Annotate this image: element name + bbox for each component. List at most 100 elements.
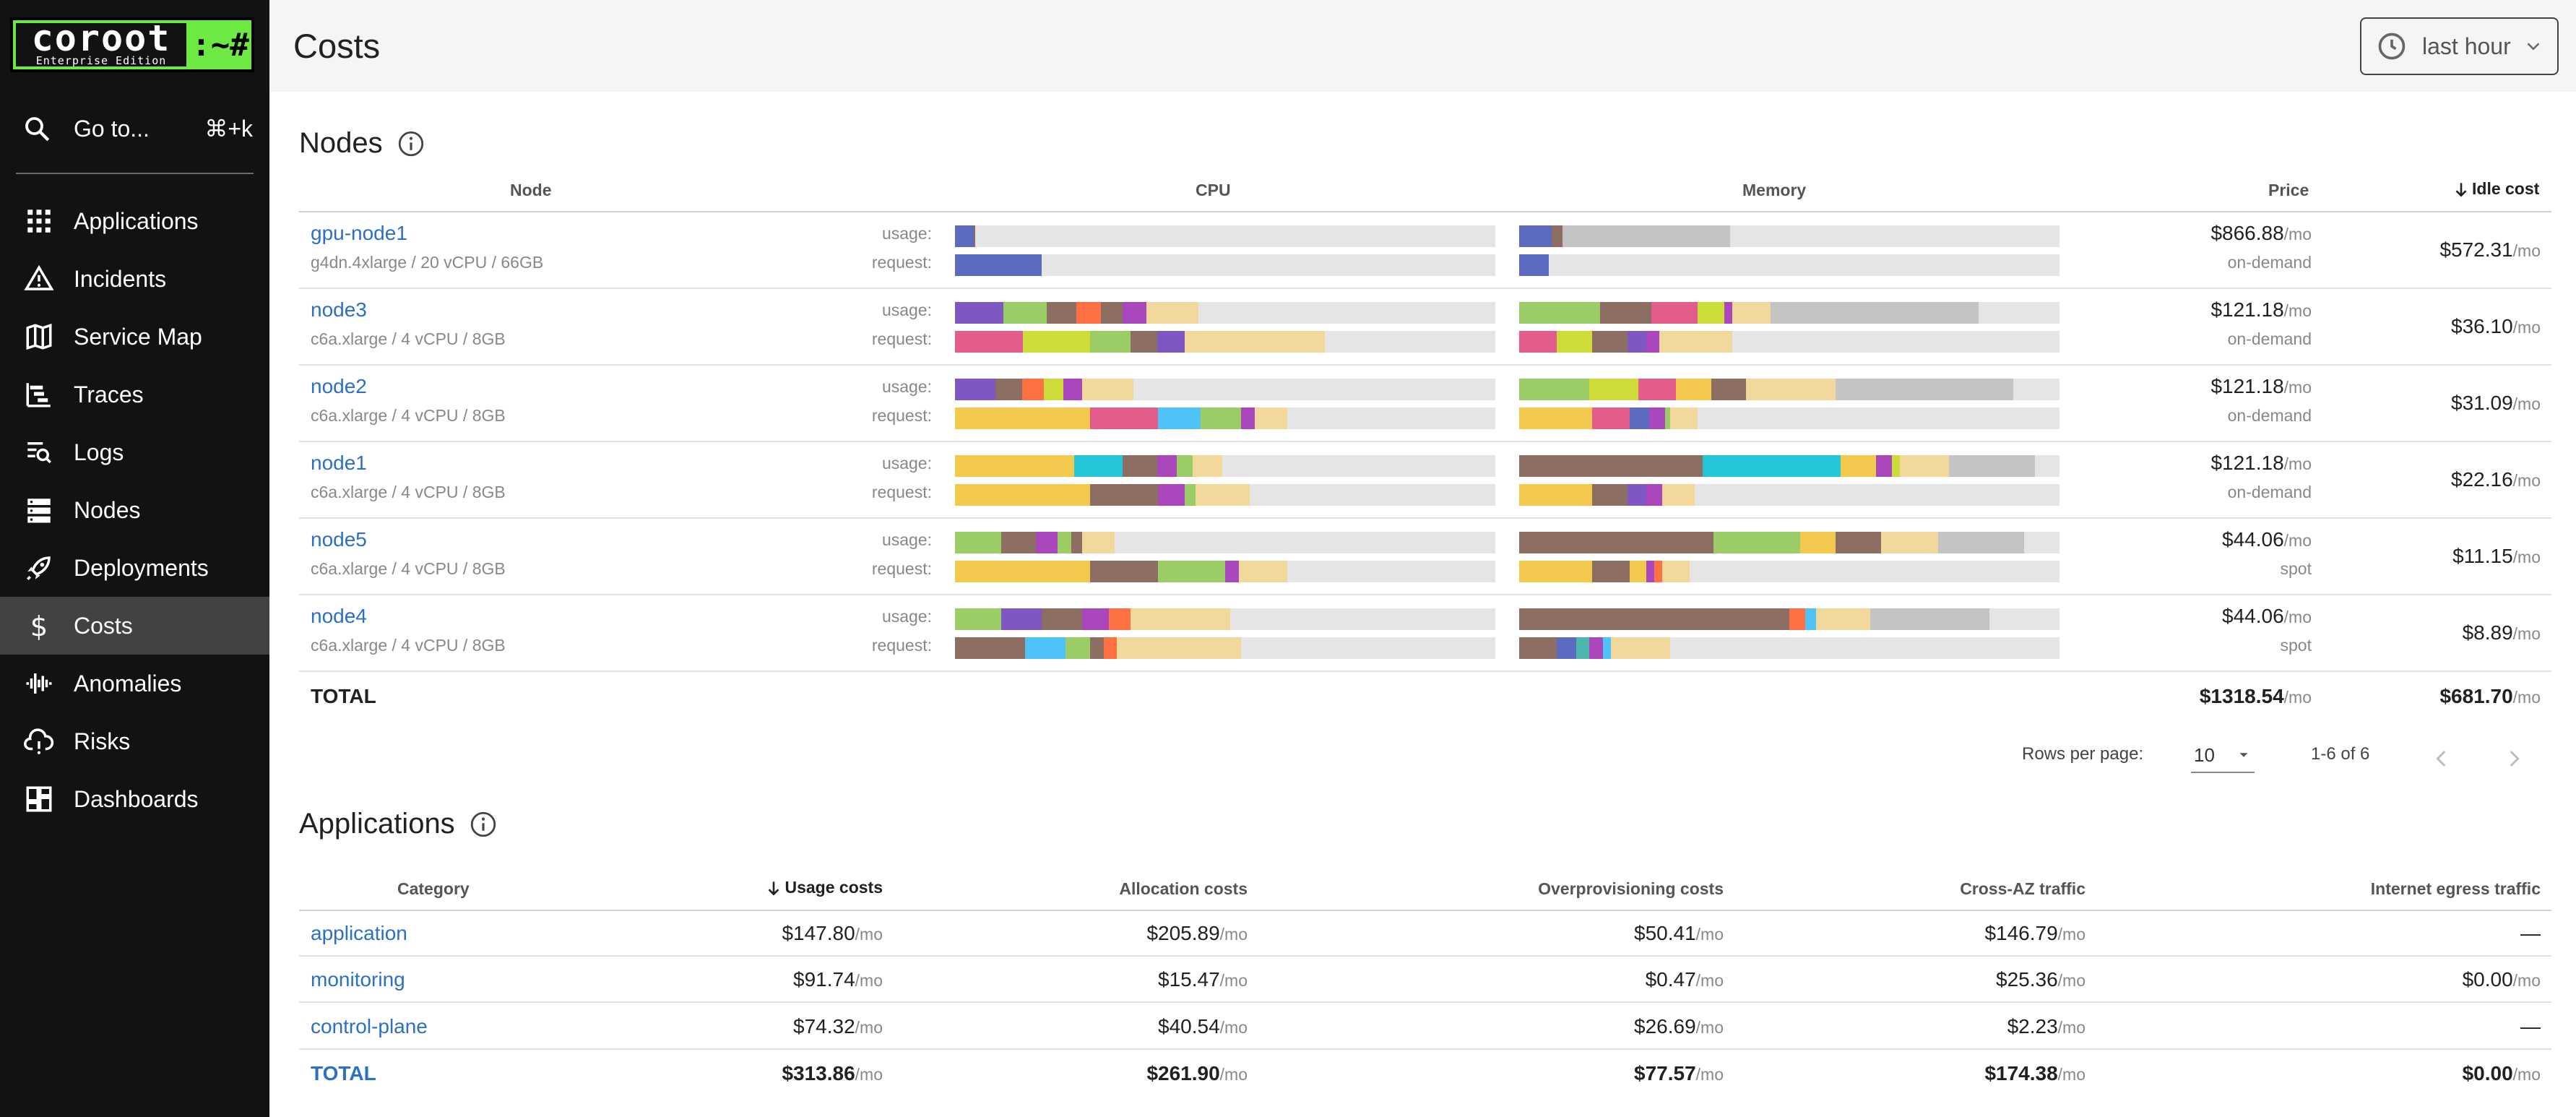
rows-per-page-value: 10 <box>2194 743 2215 766</box>
unit-label: /mo <box>2283 454 2312 473</box>
app-egress-cell: — <box>2167 922 2541 945</box>
memory-request-bar[interactable] <box>1519 637 2059 659</box>
sidebar-item-applications[interactable]: Applications <box>0 192 269 250</box>
applications-total-label[interactable]: TOTAL <box>311 1062 376 1084</box>
sidebar-item-nodes[interactable]: Nodes <box>0 481 269 539</box>
col-header-internet-egress[interactable]: Internet egress traffic <box>2370 879 2541 898</box>
node-link[interactable]: node2 <box>311 375 367 397</box>
cpu-request-bar[interactable] <box>955 637 1495 659</box>
sidebar-item-logs[interactable]: Logs <box>0 423 269 481</box>
col-header-usage-costs[interactable]: Usage costs <box>722 878 883 897</box>
col-header-idle-cost[interactable]: Idle cost <box>2452 179 2539 199</box>
cpu-usage-bar[interactable] <box>955 379 1495 400</box>
memory-usage-bar[interactable] <box>1519 225 2059 247</box>
app-category-link[interactable]: application <box>311 922 407 944</box>
memory-request-bar[interactable] <box>1519 331 2059 353</box>
cpu-usage-bar[interactable] <box>955 302 1495 324</box>
usage-costs-label: Usage costs <box>785 878 883 897</box>
memory-usage-bar[interactable] <box>1519 608 2059 630</box>
sidebar-item-costs[interactable]: $ Costs <box>0 597 269 655</box>
info-icon[interactable] <box>396 129 426 159</box>
cost-value: $40.54 <box>1158 1015 1220 1038</box>
app-allocation-cell: $40.54/mo <box>939 1015 1248 1038</box>
svg-text:$: $ <box>30 611 48 641</box>
node-idle-cost: $572.31/mo <box>2252 238 2541 262</box>
app-cross_az-cell: $174.38/mo <box>1806 1062 2086 1085</box>
cpu-request-bar[interactable] <box>955 407 1495 429</box>
bar-segment <box>1602 637 1612 659</box>
app-category-link[interactable]: control-plane <box>311 1015 428 1038</box>
sidebar-item-label: Anomalies <box>74 670 182 696</box>
usage-label: usage: <box>881 301 932 319</box>
bar-segment <box>1519 407 1592 429</box>
memory-usage-bar[interactable] <box>1519 302 2059 324</box>
col-header-overprovisioning-costs[interactable]: Overprovisioning costs <box>1538 879 1724 898</box>
memory-request-bar[interactable] <box>1519 484 2059 506</box>
cloud-alert-icon <box>23 725 55 757</box>
col-header-allocation-costs[interactable]: Allocation costs <box>1119 879 1248 898</box>
prev-page-button[interactable] <box>2427 744 2456 773</box>
usage-label: usage: <box>881 454 932 473</box>
sidebar-item-risks[interactable]: Risks <box>0 712 269 770</box>
node-link[interactable]: node3 <box>311 298 367 321</box>
col-header-price[interactable]: Price <box>2268 181 2309 199</box>
memory-usage-bar[interactable] <box>1519 532 2059 553</box>
app-category-link[interactable]: monitoring <box>311 968 405 991</box>
bar-segment <box>1519 455 1703 477</box>
bar-segment <box>1000 532 1037 553</box>
time-range-button[interactable]: last hour <box>2360 17 2559 75</box>
cpu-usage-bar[interactable] <box>955 608 1495 630</box>
col-header-node[interactable]: Node <box>510 181 552 199</box>
node-link[interactable]: node1 <box>311 452 367 474</box>
node-link[interactable]: node5 <box>311 528 367 551</box>
memory-usage-bar[interactable] <box>1519 379 2059 400</box>
col-header-memory[interactable]: Memory <box>1742 181 1807 199</box>
memory-request-bar[interactable] <box>1519 407 2059 429</box>
col-header-category[interactable]: Category <box>397 879 470 898</box>
bar-segment <box>1557 331 1592 353</box>
cpu-request-bar[interactable] <box>955 254 1495 276</box>
bar-segment <box>1948 455 2036 477</box>
sidebar-item-service-map[interactable]: Service Map <box>0 308 269 366</box>
bar-segment <box>1090 561 1158 582</box>
cost-value: $174.38 <box>1984 1062 2058 1084</box>
logs-icon <box>23 436 55 468</box>
memory-request-bar[interactable] <box>1519 254 2059 276</box>
sidebar-item-deployments[interactable]: Deployments <box>0 539 269 597</box>
unit-label: /mo <box>855 1018 883 1037</box>
cost-value: $91.74 <box>793 968 855 991</box>
bar-segment <box>1201 407 1242 429</box>
col-header-cross-az-traffic[interactable]: Cross-AZ traffic <box>1960 879 2086 898</box>
sidebar-item-traces[interactable]: Traces <box>0 366 269 423</box>
cpu-usage-bar[interactable] <box>955 225 1495 247</box>
col-header-cpu[interactable]: CPU <box>1196 181 1231 199</box>
cpu-request-bar[interactable] <box>955 561 1495 582</box>
chevron-down-icon <box>2527 43 2540 51</box>
cpu-usage-bar[interactable] <box>955 455 1495 477</box>
sidebar-item-dashboards[interactable]: Dashboards <box>0 770 269 828</box>
bar-segment <box>1557 637 1576 659</box>
bar-segment <box>1081 379 1133 400</box>
total-price-value: $1318.54 <box>2199 685 2284 707</box>
next-page-button[interactable] <box>2499 744 2528 773</box>
request-label: request: <box>871 559 932 578</box>
sidebar-item-anomalies[interactable]: Anomalies <box>0 655 269 712</box>
sidebar: coroot Enterprise Edition :~# Go to... ⌘… <box>0 0 269 1117</box>
bar-segment <box>995 379 1023 400</box>
bar-segment <box>1100 302 1123 324</box>
node-link[interactable]: node4 <box>311 605 367 627</box>
cpu-request-bar[interactable] <box>955 484 1495 506</box>
cpu-request-bar[interactable] <box>955 331 1495 353</box>
cpu-usage-bar[interactable] <box>955 532 1495 553</box>
warning-icon <box>23 263 55 295</box>
goto-search[interactable]: Go to... ⌘+k <box>22 108 253 149</box>
node-link[interactable]: gpu-node1 <box>311 222 407 244</box>
info-icon[interactable] <box>468 809 498 840</box>
sidebar-item-incidents[interactable]: Incidents <box>0 250 269 308</box>
cost-value: — <box>2520 922 2541 944</box>
memory-usage-bar[interactable] <box>1519 455 2059 477</box>
unit-label: /mo <box>855 1065 883 1084</box>
coroot-logo[interactable]: coroot Enterprise Edition :~# <box>10 17 254 72</box>
rows-per-page-select[interactable]: 10 <box>2191 738 2255 773</box>
memory-request-bar[interactable] <box>1519 561 2059 582</box>
